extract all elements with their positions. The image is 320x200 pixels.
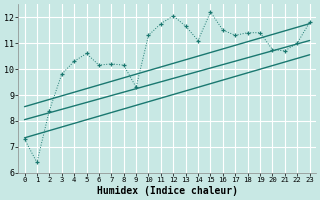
- X-axis label: Humidex (Indice chaleur): Humidex (Indice chaleur): [97, 186, 237, 196]
